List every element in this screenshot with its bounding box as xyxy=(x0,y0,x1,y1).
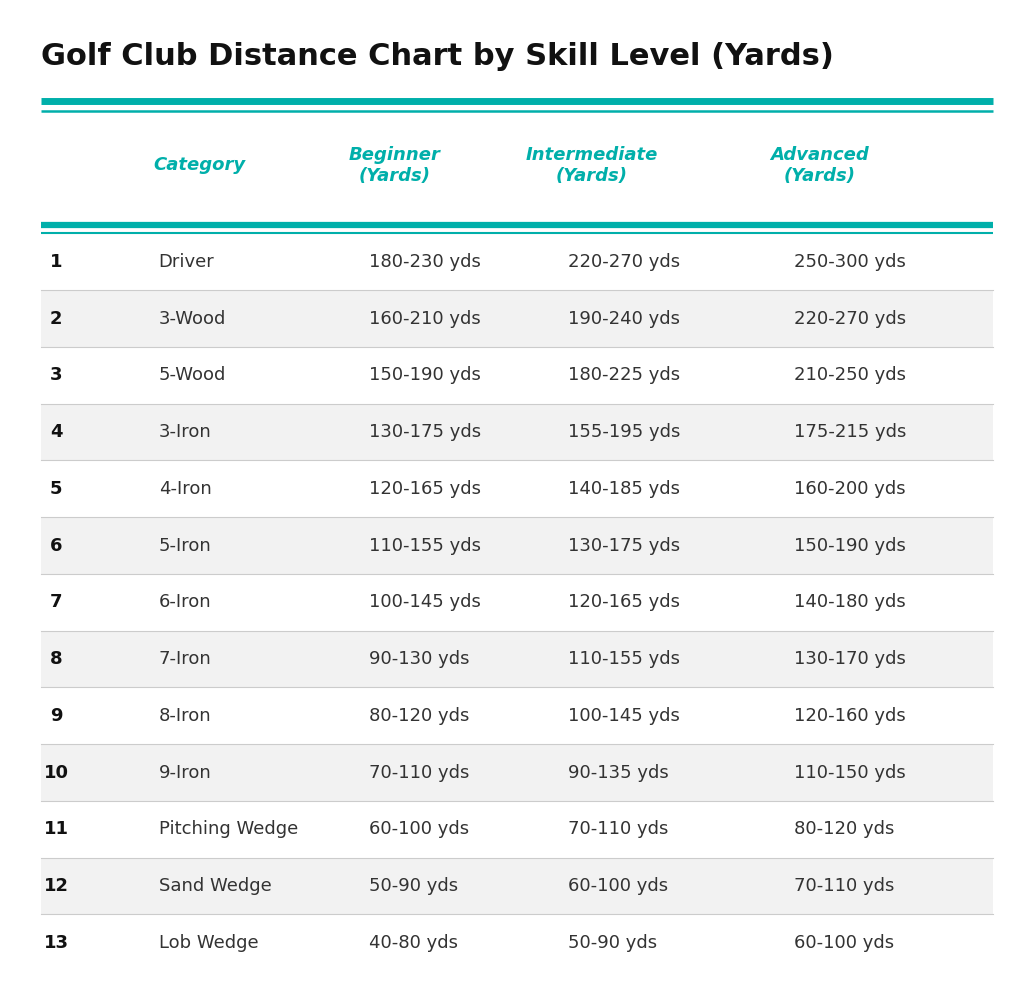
Text: 190-240 yds: 190-240 yds xyxy=(568,310,680,327)
FancyBboxPatch shape xyxy=(41,744,993,801)
Text: 80-120 yds: 80-120 yds xyxy=(369,707,469,725)
Text: 11: 11 xyxy=(44,820,69,839)
Text: 4-Iron: 4-Iron xyxy=(159,480,212,497)
Text: 5-Iron: 5-Iron xyxy=(159,537,212,555)
Text: 180-230 yds: 180-230 yds xyxy=(369,253,480,271)
Text: 175-215 yds: 175-215 yds xyxy=(794,423,906,441)
Text: 80-120 yds: 80-120 yds xyxy=(794,820,894,839)
Text: 6-Iron: 6-Iron xyxy=(159,593,211,611)
Text: 120-165 yds: 120-165 yds xyxy=(568,593,680,611)
Text: 150-190 yds: 150-190 yds xyxy=(794,537,905,555)
Text: 4: 4 xyxy=(50,423,62,441)
FancyBboxPatch shape xyxy=(41,631,993,687)
Text: 10: 10 xyxy=(44,764,69,781)
Text: 7-Iron: 7-Iron xyxy=(159,650,212,668)
Text: 7: 7 xyxy=(50,593,62,611)
Text: 110-155 yds: 110-155 yds xyxy=(568,650,680,668)
FancyBboxPatch shape xyxy=(41,404,993,461)
Text: 50-90 yds: 50-90 yds xyxy=(369,877,458,895)
Text: 70-110 yds: 70-110 yds xyxy=(794,877,894,895)
FancyBboxPatch shape xyxy=(41,517,993,574)
Text: Pitching Wedge: Pitching Wedge xyxy=(159,820,298,839)
Text: 12: 12 xyxy=(44,877,69,895)
FancyBboxPatch shape xyxy=(41,687,993,744)
Text: 3-Wood: 3-Wood xyxy=(159,310,226,327)
Text: 6: 6 xyxy=(50,537,62,555)
Text: 150-190 yds: 150-190 yds xyxy=(369,366,480,385)
Text: 160-210 yds: 160-210 yds xyxy=(369,310,480,327)
Text: 60-100 yds: 60-100 yds xyxy=(794,934,894,951)
Text: 9-Iron: 9-Iron xyxy=(159,764,212,781)
Text: 100-145 yds: 100-145 yds xyxy=(568,707,680,725)
Text: 100-145 yds: 100-145 yds xyxy=(369,593,480,611)
Text: 110-150 yds: 110-150 yds xyxy=(794,764,905,781)
Text: 60-100 yds: 60-100 yds xyxy=(369,820,469,839)
Text: 2: 2 xyxy=(50,310,62,327)
FancyBboxPatch shape xyxy=(41,857,993,915)
Text: 70-110 yds: 70-110 yds xyxy=(568,820,669,839)
Text: 210-250 yds: 210-250 yds xyxy=(794,366,905,385)
FancyBboxPatch shape xyxy=(41,574,993,631)
Text: 140-180 yds: 140-180 yds xyxy=(794,593,905,611)
Text: 70-110 yds: 70-110 yds xyxy=(369,764,469,781)
Text: Category: Category xyxy=(154,156,246,174)
Text: Lob Wedge: Lob Wedge xyxy=(159,934,258,951)
FancyBboxPatch shape xyxy=(41,233,993,290)
Text: 90-135 yds: 90-135 yds xyxy=(568,764,669,781)
Text: 110-155 yds: 110-155 yds xyxy=(369,537,480,555)
Text: 5: 5 xyxy=(50,480,62,497)
Text: 40-80 yds: 40-80 yds xyxy=(369,934,458,951)
Text: 1: 1 xyxy=(50,253,62,271)
Text: 90-130 yds: 90-130 yds xyxy=(369,650,469,668)
Text: Advanced
(Yards): Advanced (Yards) xyxy=(770,145,868,185)
Text: 50-90 yds: 50-90 yds xyxy=(568,934,657,951)
Text: 13: 13 xyxy=(44,934,69,951)
FancyBboxPatch shape xyxy=(41,290,993,347)
Text: 9: 9 xyxy=(50,707,62,725)
Text: 130-175 yds: 130-175 yds xyxy=(568,537,680,555)
FancyBboxPatch shape xyxy=(41,347,993,404)
Text: 250-300 yds: 250-300 yds xyxy=(794,253,905,271)
Text: Sand Wedge: Sand Wedge xyxy=(159,877,271,895)
Text: 155-195 yds: 155-195 yds xyxy=(568,423,681,441)
Text: 120-160 yds: 120-160 yds xyxy=(794,707,905,725)
Text: 180-225 yds: 180-225 yds xyxy=(568,366,680,385)
Text: 130-175 yds: 130-175 yds xyxy=(369,423,480,441)
Text: 130-170 yds: 130-170 yds xyxy=(794,650,905,668)
Text: 220-270 yds: 220-270 yds xyxy=(794,310,905,327)
FancyBboxPatch shape xyxy=(41,801,993,857)
Text: 160-200 yds: 160-200 yds xyxy=(794,480,905,497)
Text: 3: 3 xyxy=(50,366,62,385)
Text: 8: 8 xyxy=(50,650,62,668)
Text: 120-165 yds: 120-165 yds xyxy=(369,480,480,497)
Text: 5-Wood: 5-Wood xyxy=(159,366,226,385)
Text: Intermediate
(Yards): Intermediate (Yards) xyxy=(525,145,658,185)
Text: Beginner
(Yards): Beginner (Yards) xyxy=(348,145,440,185)
Text: 140-185 yds: 140-185 yds xyxy=(568,480,680,497)
Text: 8-Iron: 8-Iron xyxy=(159,707,211,725)
Text: 3-Iron: 3-Iron xyxy=(159,423,212,441)
FancyBboxPatch shape xyxy=(41,915,993,971)
FancyBboxPatch shape xyxy=(41,461,993,517)
Text: Driver: Driver xyxy=(159,253,214,271)
Text: 60-100 yds: 60-100 yds xyxy=(568,877,669,895)
Text: 220-270 yds: 220-270 yds xyxy=(568,253,680,271)
Text: Golf Club Distance Chart by Skill Level (Yards): Golf Club Distance Chart by Skill Level … xyxy=(41,42,834,70)
